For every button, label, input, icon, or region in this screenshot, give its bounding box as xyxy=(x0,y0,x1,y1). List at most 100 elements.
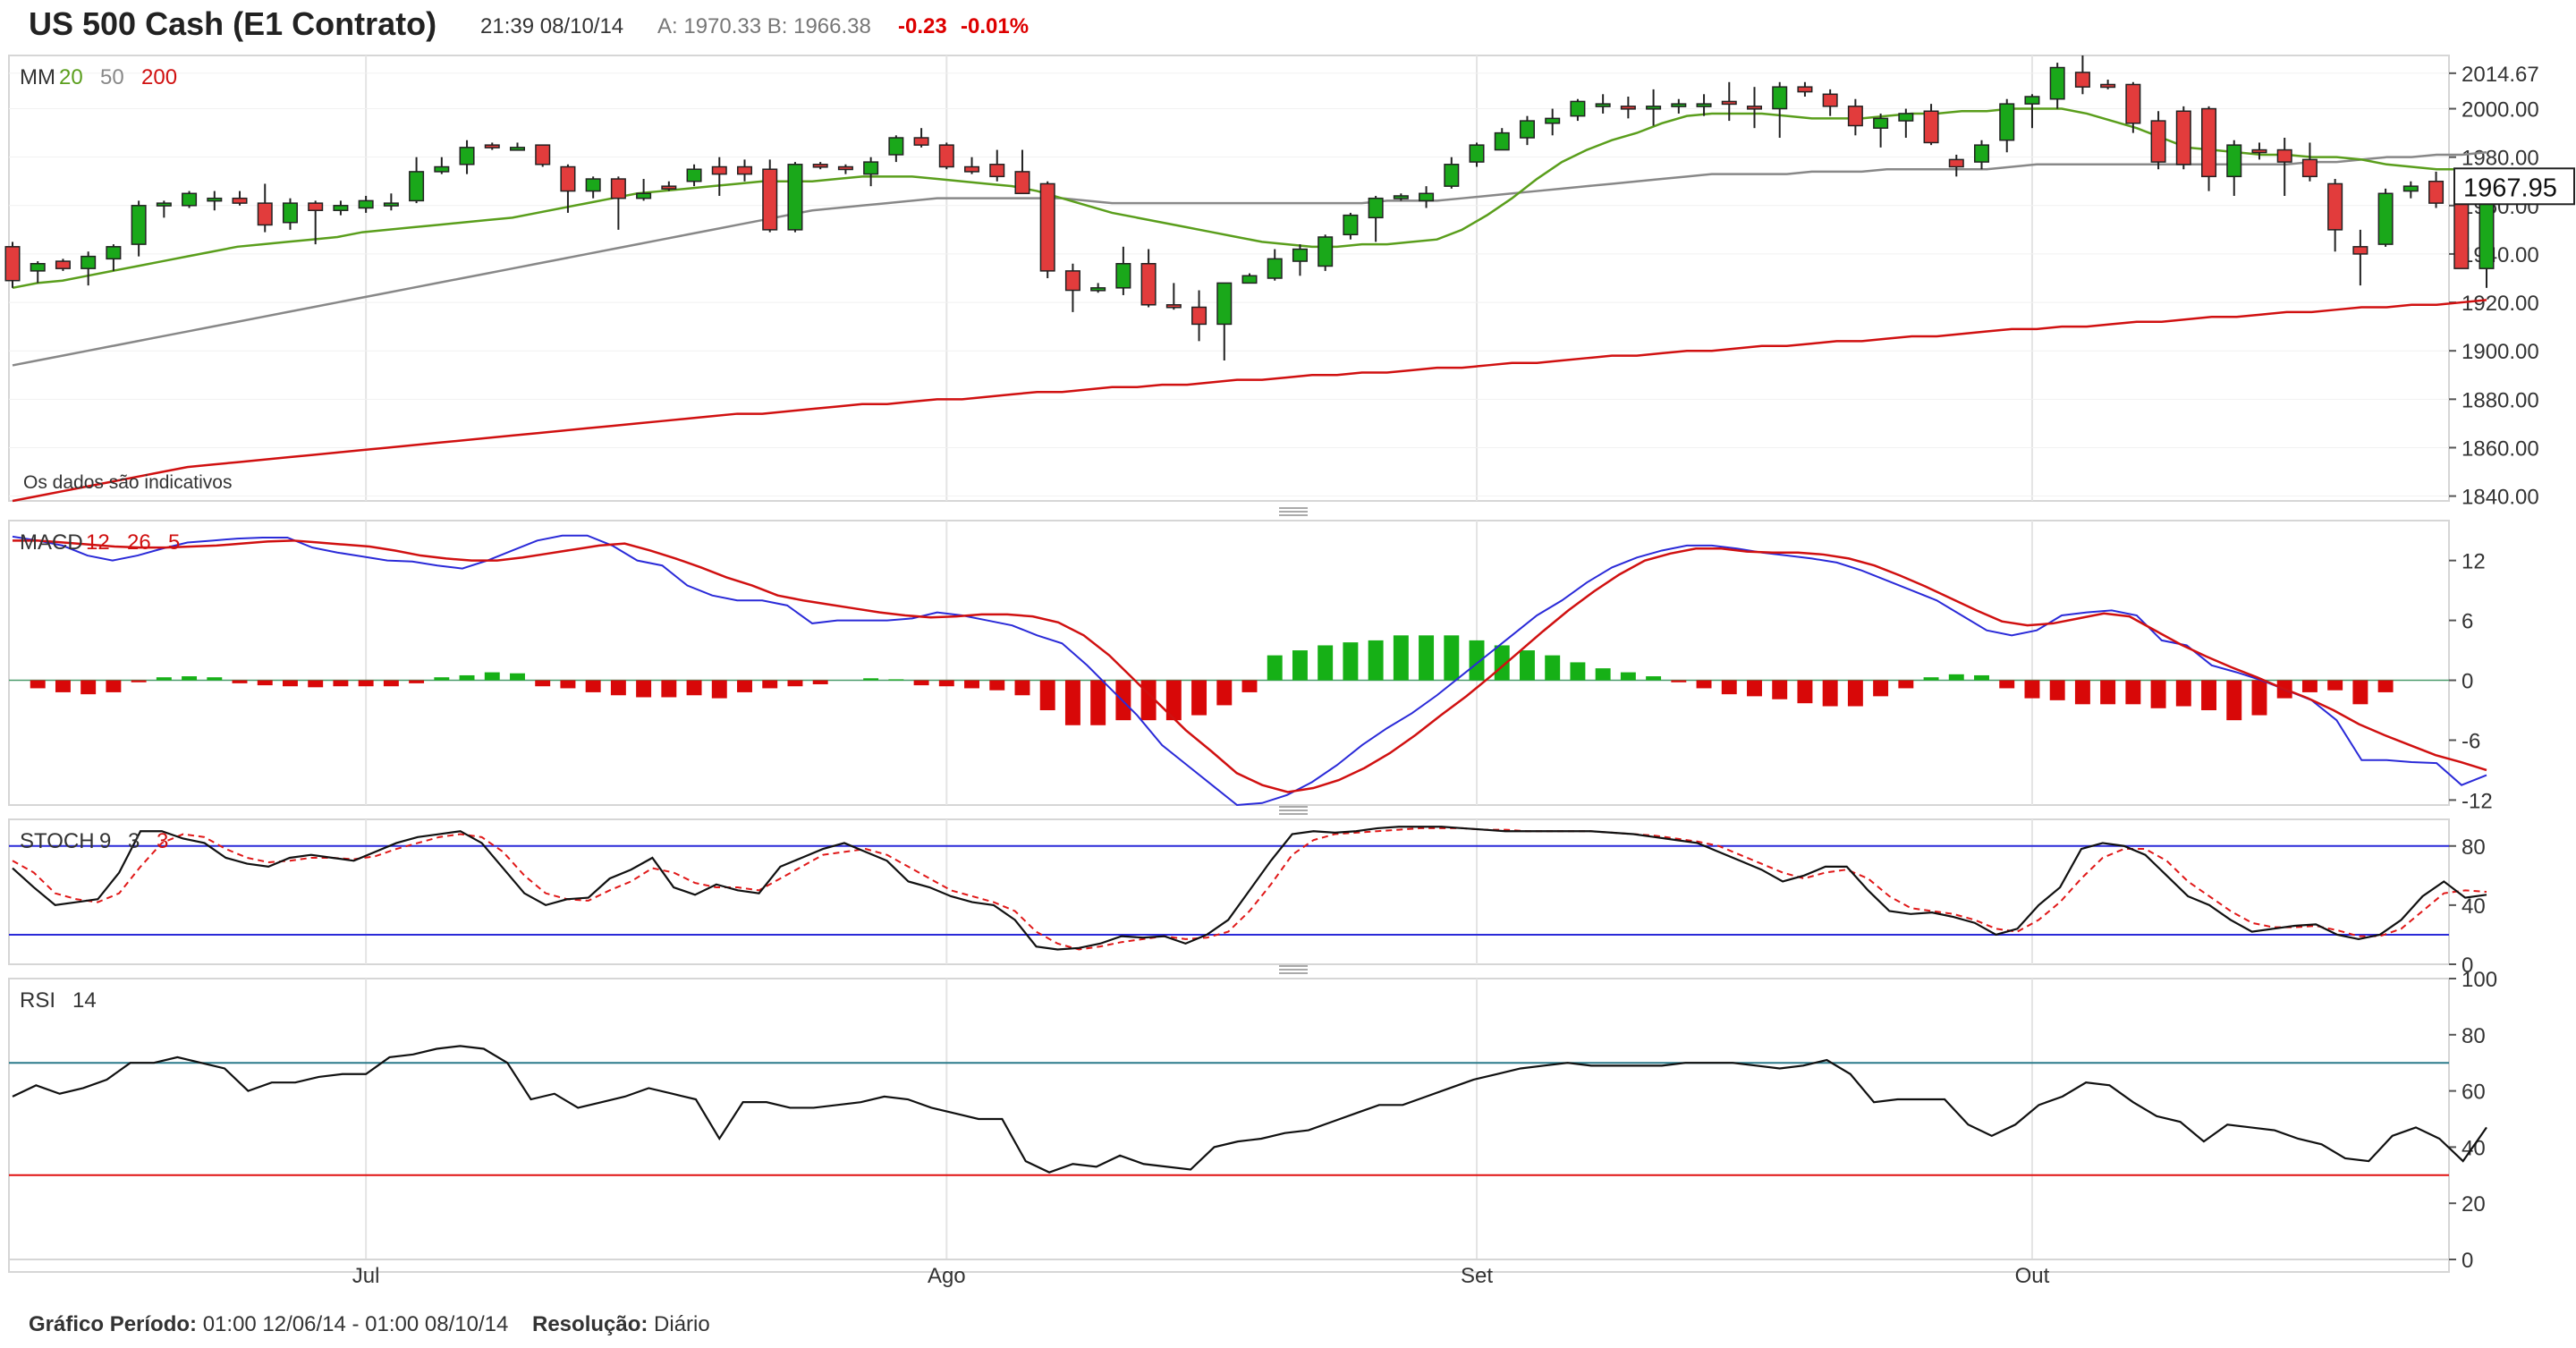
legend-param: 9 xyxy=(99,829,111,853)
y-tick-label: 1980.00 xyxy=(2462,147,2539,171)
macd-histogram-bar xyxy=(863,678,879,681)
candle-body xyxy=(863,161,879,175)
candle-body xyxy=(1469,144,1485,163)
candle-body xyxy=(762,168,778,231)
panel-frame xyxy=(8,55,2450,502)
macd-histogram-bar xyxy=(2377,680,2394,692)
macd-histogram-bar xyxy=(182,676,198,681)
macd-histogram-bar xyxy=(888,679,904,681)
macd-histogram-bar xyxy=(535,680,551,687)
candle-body xyxy=(207,197,223,202)
candle-body xyxy=(1696,103,1712,107)
macd-histogram-bar xyxy=(1974,674,1989,681)
candle-body xyxy=(1772,86,1788,110)
y-tick-label: 2000.00 xyxy=(2462,98,2539,123)
candle-body xyxy=(257,202,273,226)
candle-body xyxy=(964,165,980,173)
macd-histogram-bar xyxy=(30,680,46,689)
candle-body xyxy=(2251,148,2267,154)
macd-histogram-bar xyxy=(2226,680,2242,721)
candle-body xyxy=(535,144,551,165)
legend-param: 12 xyxy=(86,530,110,555)
macd-histogram-bar xyxy=(2251,680,2267,716)
macd-histogram-bar xyxy=(560,680,576,689)
macd-histogram-bar xyxy=(383,680,399,687)
macd-histogram-bar xyxy=(2074,680,2090,705)
macd-histogram-bar xyxy=(1772,680,1788,699)
y-tick-label: 0 xyxy=(2462,670,2473,694)
macd-histogram-bar xyxy=(1545,655,1561,681)
candle-body xyxy=(30,263,46,272)
candle-body xyxy=(1216,282,1233,326)
macd-histogram-bar xyxy=(459,674,475,681)
candle-body xyxy=(106,246,122,260)
macd-histogram-bar xyxy=(2327,680,2343,691)
y-tick-label: 80 xyxy=(2462,835,2486,860)
y-tick-label: 1840.00 xyxy=(2462,486,2539,510)
candle-body xyxy=(1519,120,1535,139)
ma200-line xyxy=(12,299,2487,503)
macd-histogram-bar xyxy=(1090,680,1106,725)
candle-body xyxy=(1973,144,1990,163)
candle-body xyxy=(736,165,753,175)
macd-histogram-bar xyxy=(610,680,626,696)
legend-param: 3 xyxy=(157,829,168,853)
candle-body xyxy=(1797,86,1813,93)
legend-param: 200 xyxy=(141,65,177,89)
candle-body xyxy=(1570,100,1586,117)
y-tick-label: 12 xyxy=(2462,550,2486,574)
candle-body xyxy=(1595,103,1611,107)
quote-timestamp: 21:39 08/10/14 xyxy=(480,14,624,38)
macd-histogram-bar xyxy=(2201,680,2216,710)
macd-histogram-bar xyxy=(434,677,450,681)
macd-histogram-bar xyxy=(1696,680,1712,689)
macd-histogram-bar xyxy=(1999,680,2015,689)
candle-body xyxy=(2276,148,2292,163)
candle-body xyxy=(1646,106,1662,110)
candle-body xyxy=(1014,171,1030,195)
period-value: 01:00 12/06/14 - 01:00 08/10/14 xyxy=(202,1312,509,1336)
legend-title: MACD xyxy=(20,530,83,555)
y-tick-label: 1940.00 xyxy=(2462,243,2539,267)
y-tick-label: 6 xyxy=(2462,610,2473,634)
candle-body xyxy=(434,165,450,173)
candle-body xyxy=(1494,131,1510,151)
signal-line xyxy=(13,539,2487,793)
macd-histogram-bar xyxy=(1241,680,1258,692)
macd-histogram-bar xyxy=(1595,668,1611,681)
candle-body xyxy=(2150,120,2166,163)
y-tick-label: 1880.00 xyxy=(2462,388,2539,412)
candle-body xyxy=(913,137,929,146)
candle-body xyxy=(812,164,828,168)
macd-histogram-bar xyxy=(333,680,349,687)
price-change-percent: -0.01% xyxy=(961,14,1030,38)
ma20-line xyxy=(12,107,2487,290)
candle-body xyxy=(585,178,601,192)
candle-body xyxy=(2100,83,2116,89)
stoch-k-line xyxy=(12,826,2487,951)
macd-histogram-bar xyxy=(989,680,1005,691)
panel-frame xyxy=(8,818,2450,965)
y-tick-label: 1900.00 xyxy=(2462,340,2539,364)
candle-body xyxy=(1721,100,1737,106)
x-month-label: Jul xyxy=(352,1264,380,1288)
macd-histogram-bar xyxy=(1822,680,1838,707)
macd-histogram-bar xyxy=(762,680,778,689)
ask-bid-quote: A: 1970.33 B: 1966.38 xyxy=(657,14,871,38)
y-tick-label: 100 xyxy=(2462,968,2497,992)
candle-body xyxy=(837,165,853,171)
candle-body xyxy=(1191,306,1208,326)
y-tick-label: -12 xyxy=(2462,789,2493,813)
macd-histogram-bar xyxy=(1292,650,1308,681)
candle-body xyxy=(2377,192,2394,245)
candle-body xyxy=(1368,197,1384,219)
macd-histogram-bar xyxy=(1267,655,1283,681)
macd-histogram-bar xyxy=(2175,680,2191,707)
macd-histogram-bar xyxy=(283,680,298,687)
candle-body xyxy=(1318,236,1334,267)
legend-param: 5 xyxy=(168,530,180,555)
macd-histogram-bar xyxy=(409,680,425,683)
macd-histogram-bar xyxy=(1419,635,1435,681)
candle-body xyxy=(2125,83,2141,124)
